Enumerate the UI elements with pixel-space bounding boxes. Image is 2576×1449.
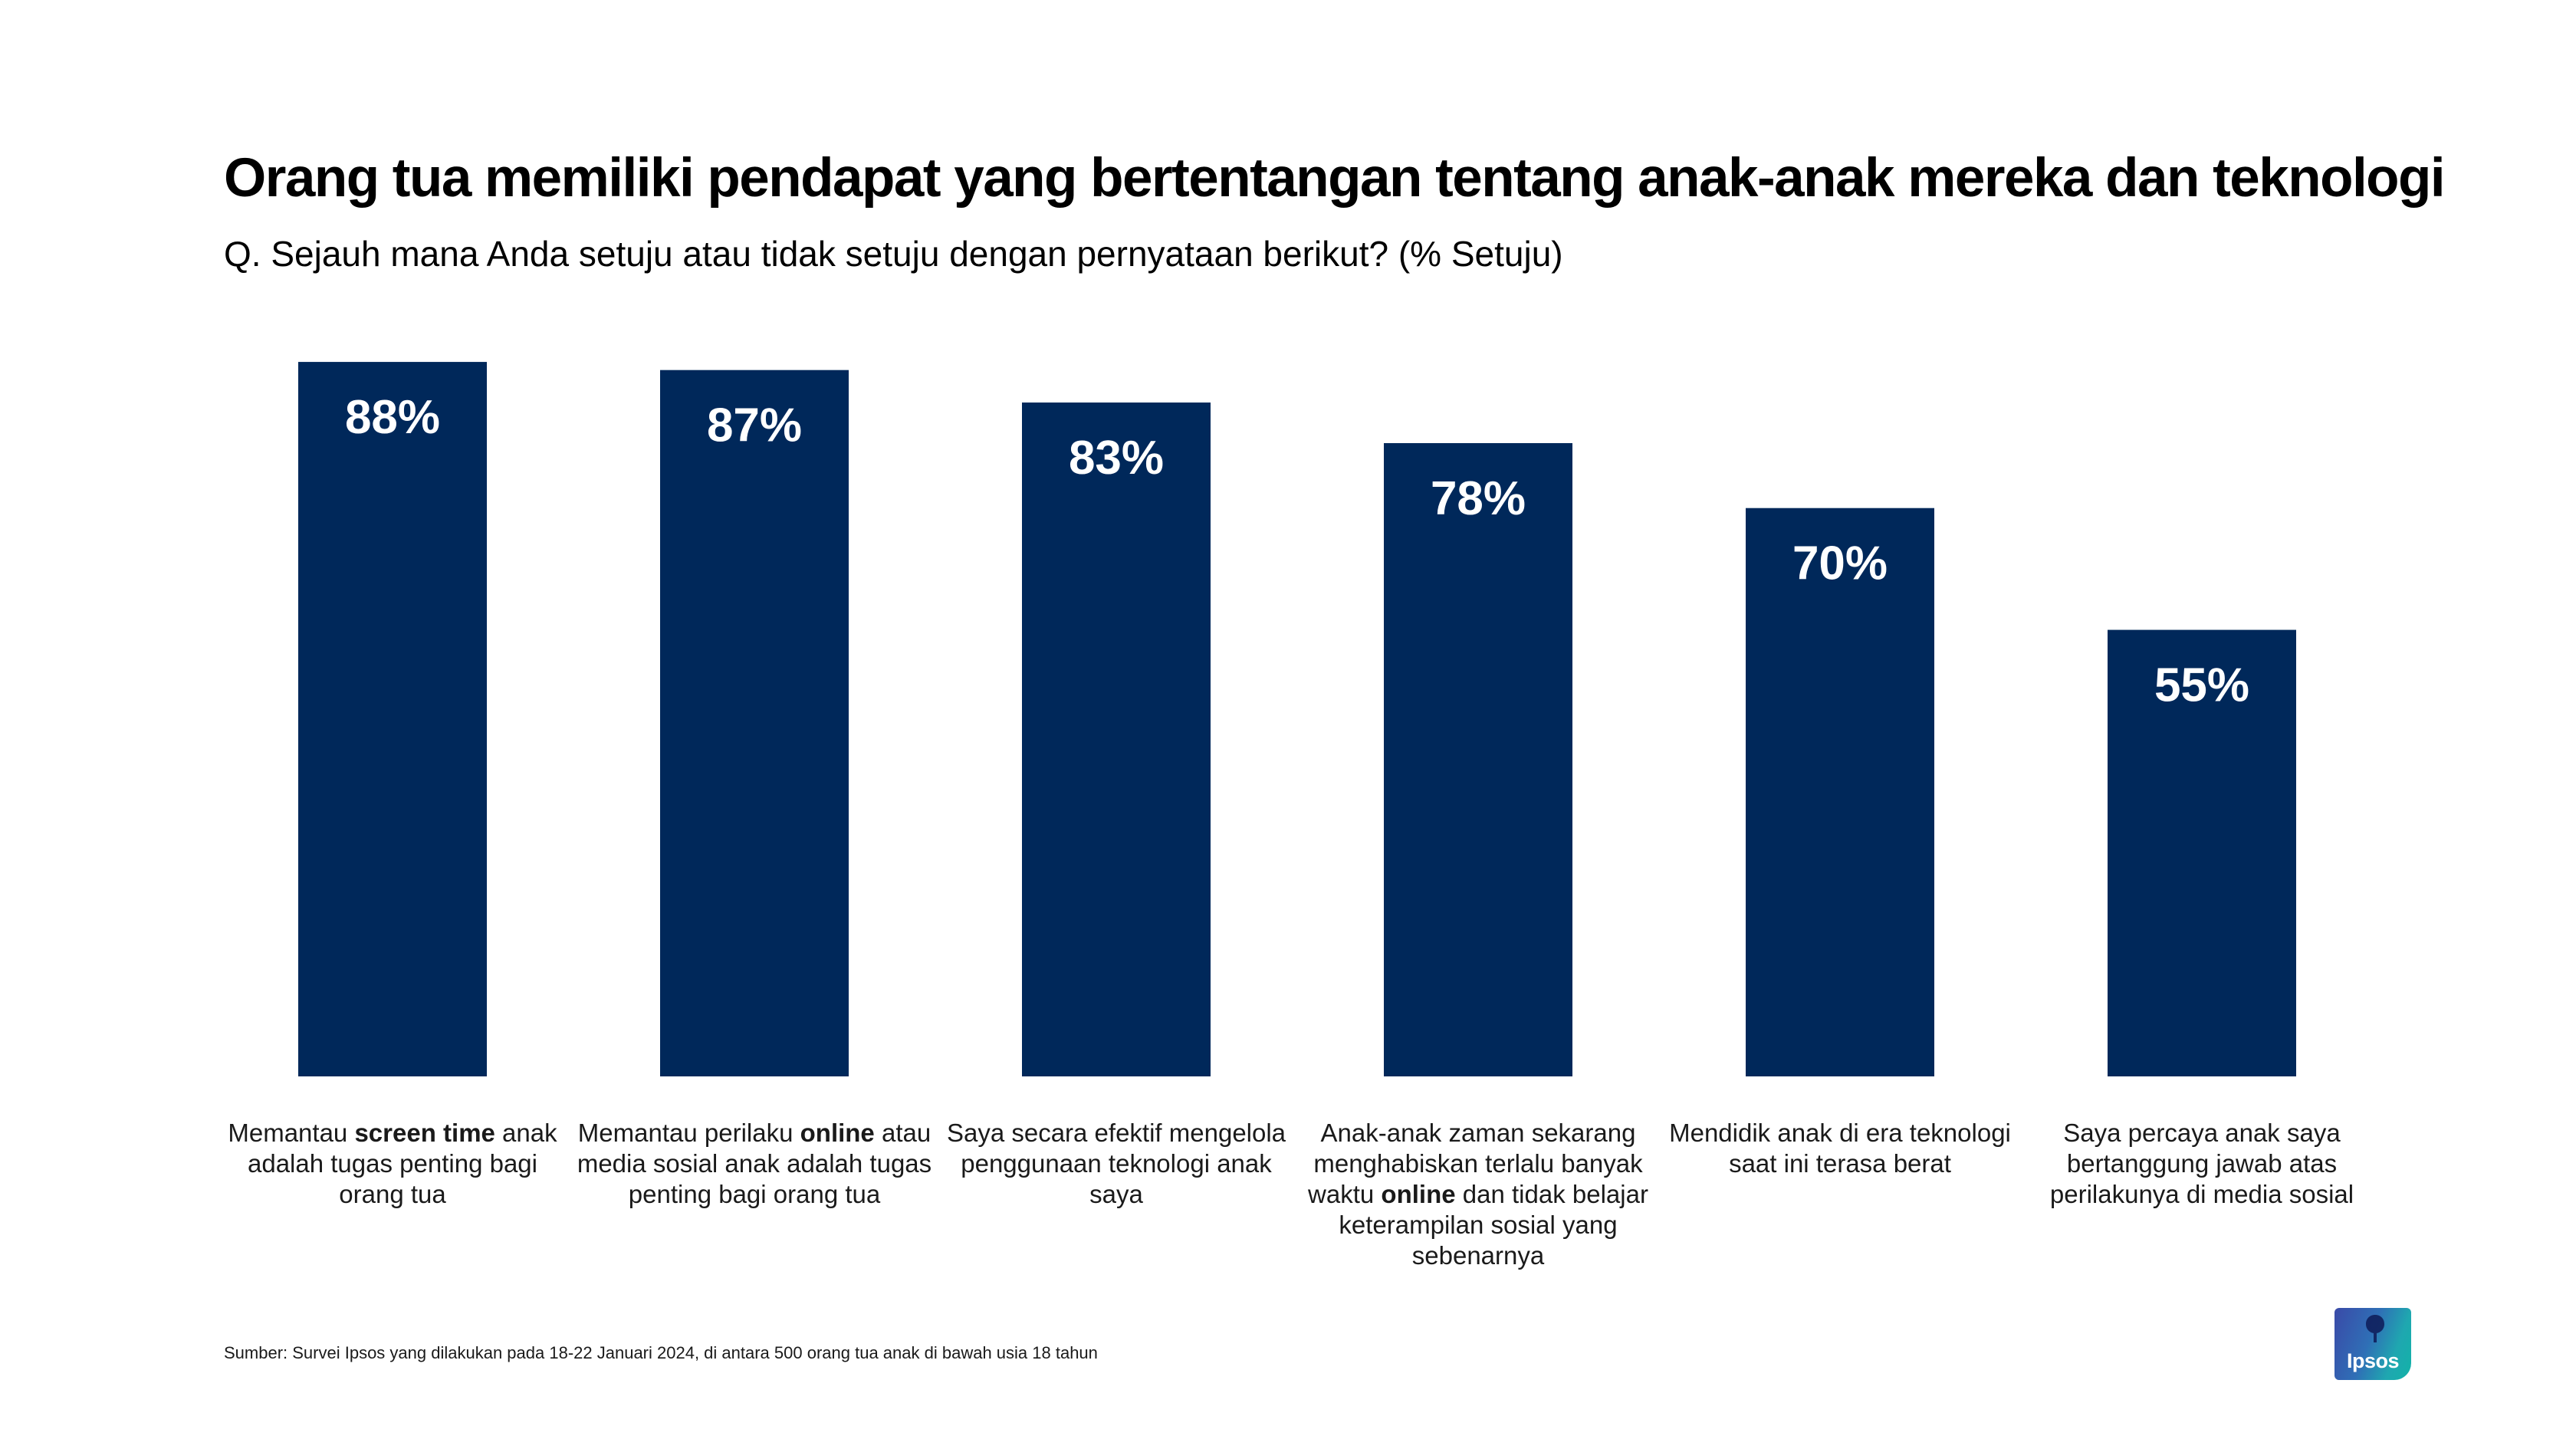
category-label: Memantau perilaku online atau media sosi… [577,1119,932,1208]
data-label: 70% [1792,537,1888,590]
data-label: 78% [1431,472,1526,525]
ipsos-logo-text: Ipsos [2346,1349,2400,1372]
category-label: Saya percaya anak saya bertanggung jawab… [2049,1119,2354,1208]
category-label: Mendidik anak di era teknologi saat ini … [1669,1119,2011,1178]
bar [1384,442,1572,1076]
bar [1022,402,1211,1076]
bar [1746,508,1934,1076]
ipsos-logo-icon [2366,1315,2384,1342]
bar [2108,629,2296,1076]
category-label: Saya secara efektif mengelola penggunaan… [946,1119,1286,1208]
data-label: 87% [707,399,802,452]
chart-title: Orang tua memiliki pendapat yang bertent… [224,148,2446,209]
bar-series [298,362,2296,1077]
bar [660,370,849,1076]
data-label: 83% [1069,432,1164,485]
ipsos-logo: Ipsos [2334,1308,2411,1380]
category-label: Anak-anak zaman sekarang menghabiskan te… [1308,1119,1648,1270]
bar [298,362,487,1077]
source-note: Sumber: Survei Ipsos yang dilakukan pada… [224,1343,1098,1362]
value-label-group: 88% 87% 83% 78% 70% 55% [345,391,2249,711]
chart-subtitle: Q. Sejauh mana Anda setuju atau tidak se… [224,234,1563,274]
data-label: 88% [345,391,440,444]
data-label: 55% [2154,659,2249,712]
category-label: Memantau screen time anak adalah tugas p… [228,1119,557,1208]
